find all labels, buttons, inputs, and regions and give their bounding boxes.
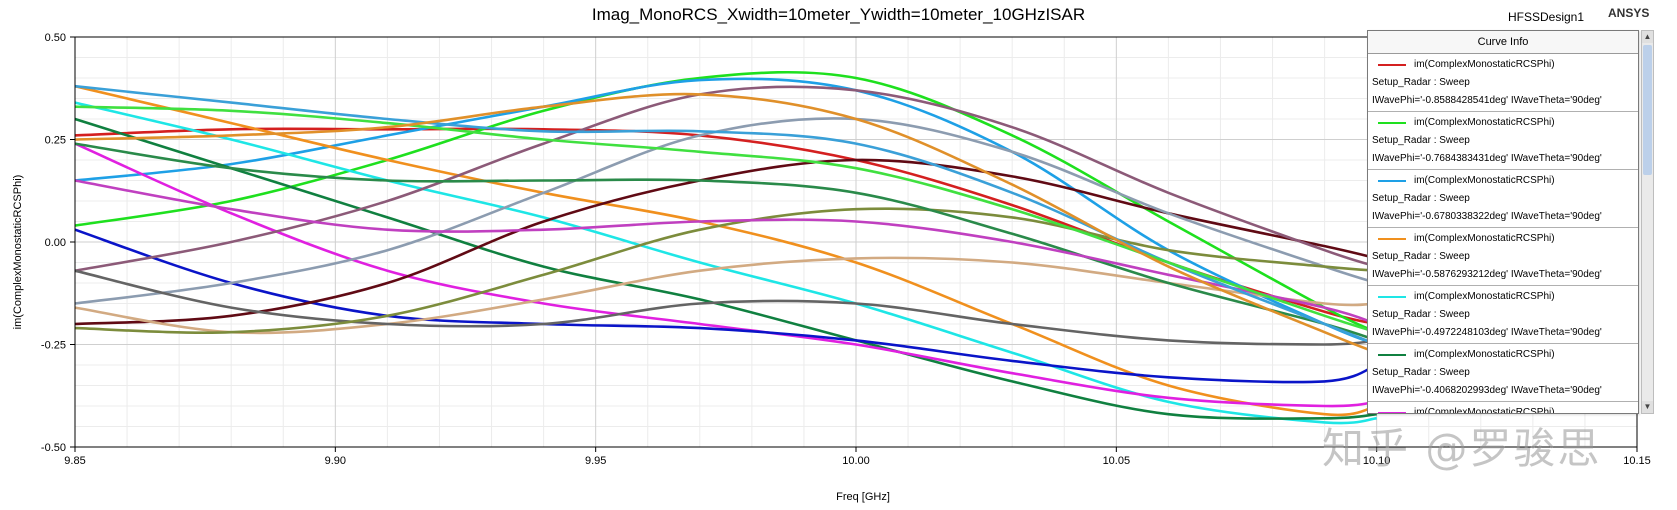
legend-entry[interactable]: im(ComplexMonostaticRCSPhi) Setup_Radar :… bbox=[1368, 228, 1638, 286]
x-tick-label: 9.95 bbox=[585, 455, 606, 467]
legend-entry[interactable]: im(ComplexMonostaticRCSPhi) Setup_Radar :… bbox=[1368, 344, 1638, 402]
legend-swatch bbox=[1378, 238, 1406, 240]
series-line-18 bbox=[74, 105, 1378, 334]
series-line-5 bbox=[74, 101, 1377, 425]
legend-params: IWavePhi='-0.4068202993deg' IWaveTheta='… bbox=[1372, 385, 1602, 396]
series-line-19 bbox=[74, 92, 1378, 354]
legend-params: IWavePhi='-0.6780338322deg' IWaveTheta='… bbox=[1372, 211, 1602, 222]
legend-params: IWavePhi='-0.7684383431deg' IWaveTheta='… bbox=[1372, 153, 1602, 164]
legend-swatch bbox=[1378, 64, 1406, 66]
series-line-6 bbox=[74, 117, 1377, 420]
legend-setup: Setup_Radar : Sweep bbox=[1372, 367, 1470, 378]
legend-series-name: im(ComplexMonostaticRCSPhi) bbox=[1414, 233, 1555, 244]
x-tick-label: 9.85 bbox=[64, 455, 85, 467]
legend-swatch bbox=[1378, 412, 1406, 413]
watermark: 知乎 @罗骏思 bbox=[1322, 424, 1602, 473]
legend-series-name: im(ComplexMonostaticRCSPhi) bbox=[1414, 349, 1555, 360]
y-tick-label: 0.50 bbox=[45, 32, 66, 44]
legend-series-name: im(ComplexMonostaticRCSPhi) bbox=[1414, 291, 1555, 302]
ticks: 9.85 9.90 9.95 10.00 10.05 10.10 10.15 0.50 0.25… bbox=[41, 32, 1651, 467]
legend-entry[interactable]: im(ComplexMonostaticRCSPhi) Setup_Radar :… bbox=[1368, 170, 1638, 228]
y-tick-label: -0.50 bbox=[41, 442, 66, 454]
x-axis-label: Freq [GHz] bbox=[836, 491, 890, 503]
legend-swatch bbox=[1378, 122, 1406, 124]
series-line-2 bbox=[74, 70, 1378, 334]
legend-series-name: im(ComplexMonostaticRCSPhi) bbox=[1414, 59, 1555, 70]
series-line-11 bbox=[74, 117, 1378, 305]
legend-swatch bbox=[1378, 354, 1406, 356]
legend-params: IWavePhi='-0.8588428541deg' IWaveTheta='… bbox=[1372, 95, 1602, 106]
legend-entry-row: im(ComplexMonostaticRCSPhi) bbox=[1372, 172, 1638, 190]
legend-series-name: im(ComplexMonostaticRCSPhi) bbox=[1414, 407, 1555, 414]
series-line-9 bbox=[74, 158, 1378, 326]
y-axis-label: im(ComplexMonostaticRCSPhi) bbox=[12, 174, 24, 330]
legend-entry-row: im(ComplexMonostaticRCSPhi) bbox=[1372, 404, 1638, 414]
curve-info-legend[interactable]: Curve Info im(ComplexMonostaticRCSPhi) Se… bbox=[1367, 30, 1639, 414]
x-tick-label: 10.00 bbox=[842, 455, 870, 467]
legend-swatch bbox=[1378, 296, 1406, 298]
legend-params: IWavePhi='-0.5876293212deg' IWaveTheta='… bbox=[1372, 269, 1602, 280]
series-line-15 bbox=[74, 142, 1378, 342]
series-line-13 bbox=[74, 269, 1377, 346]
series-line-8 bbox=[74, 228, 1378, 384]
legend-setup: Setup_Radar : Sweep bbox=[1372, 193, 1470, 204]
legend-setup: Setup_Radar : Sweep bbox=[1372, 135, 1470, 146]
legend-params: IWavePhi='-0.4972248103deg' IWaveTheta='… bbox=[1372, 327, 1602, 338]
design-name: HFSSDesign1 bbox=[1508, 10, 1585, 24]
legend-entry-row: im(ComplexMonostaticRCSPhi) bbox=[1372, 346, 1638, 364]
series-line-7 bbox=[74, 142, 1377, 408]
series-line-12 bbox=[74, 256, 1377, 335]
legend-series-name: im(ComplexMonostaticRCSPhi) bbox=[1414, 175, 1555, 186]
curves bbox=[74, 70, 1378, 425]
y-tick-label: -0.25 bbox=[41, 340, 66, 352]
x-tick-label: 10.05 bbox=[1103, 455, 1131, 467]
legend-entry[interactable]: im(ComplexMonostaticRCSPhi) Setup_Radar :… bbox=[1368, 112, 1638, 170]
series-line-3 bbox=[74, 77, 1378, 346]
scroll-up-icon[interactable]: ▲ bbox=[1642, 31, 1653, 43]
scroll-thumb[interactable] bbox=[1643, 45, 1652, 175]
legend-setup: Setup_Radar : Sweep bbox=[1372, 309, 1470, 320]
series-line-4 bbox=[74, 84, 1378, 417]
x-tick-label: 10.10 bbox=[1363, 455, 1391, 467]
x-tick-label: 10.15 bbox=[1623, 455, 1651, 467]
series-line-10 bbox=[74, 85, 1378, 272]
x-tick-label: 9.90 bbox=[325, 455, 346, 467]
series-line-17 bbox=[74, 84, 1378, 346]
legend-entry[interactable]: im(ComplexMonostaticRCSPhi) Setup_Radar :… bbox=[1368, 286, 1638, 344]
legend-series-name: im(ComplexMonostaticRCSPhi) bbox=[1414, 117, 1555, 128]
legend-setup: Setup_Radar : Sweep bbox=[1372, 77, 1470, 88]
scroll-down-icon[interactable]: ▼ bbox=[1642, 401, 1653, 413]
legend-entry[interactable]: im(ComplexMonostaticRCSPhi) Setup_Radar :… bbox=[1368, 54, 1638, 112]
y-tick-label: 0.25 bbox=[45, 135, 66, 147]
legend-entry-row: im(ComplexMonostaticRCSPhi) bbox=[1372, 230, 1638, 248]
legend-scrollbar[interactable]: ▲ ▼ bbox=[1641, 30, 1654, 414]
legend-entry-row: im(ComplexMonostaticRCSPhi) bbox=[1372, 56, 1638, 74]
legend-entry-row: im(ComplexMonostaticRCSPhi) bbox=[1372, 114, 1638, 132]
y-tick-label: 0.00 bbox=[45, 237, 66, 249]
legend-entries: im(ComplexMonostaticRCSPhi) Setup_Radar :… bbox=[1368, 54, 1638, 414]
ansys-logo: ANSYS bbox=[1608, 6, 1650, 20]
chart-title: Imag_MonoRCS_Xwidth=10meter_Ywidth=10met… bbox=[591, 5, 1086, 24]
legend-setup: Setup_Radar : Sweep bbox=[1372, 251, 1470, 262]
legend-entry[interactable]: im(ComplexMonostaticRCSPhi) bbox=[1368, 402, 1638, 414]
legend-title: Curve Info bbox=[1368, 31, 1638, 54]
legend-entry-row: im(ComplexMonostaticRCSPhi) bbox=[1372, 288, 1638, 306]
legend-swatch bbox=[1378, 180, 1406, 182]
